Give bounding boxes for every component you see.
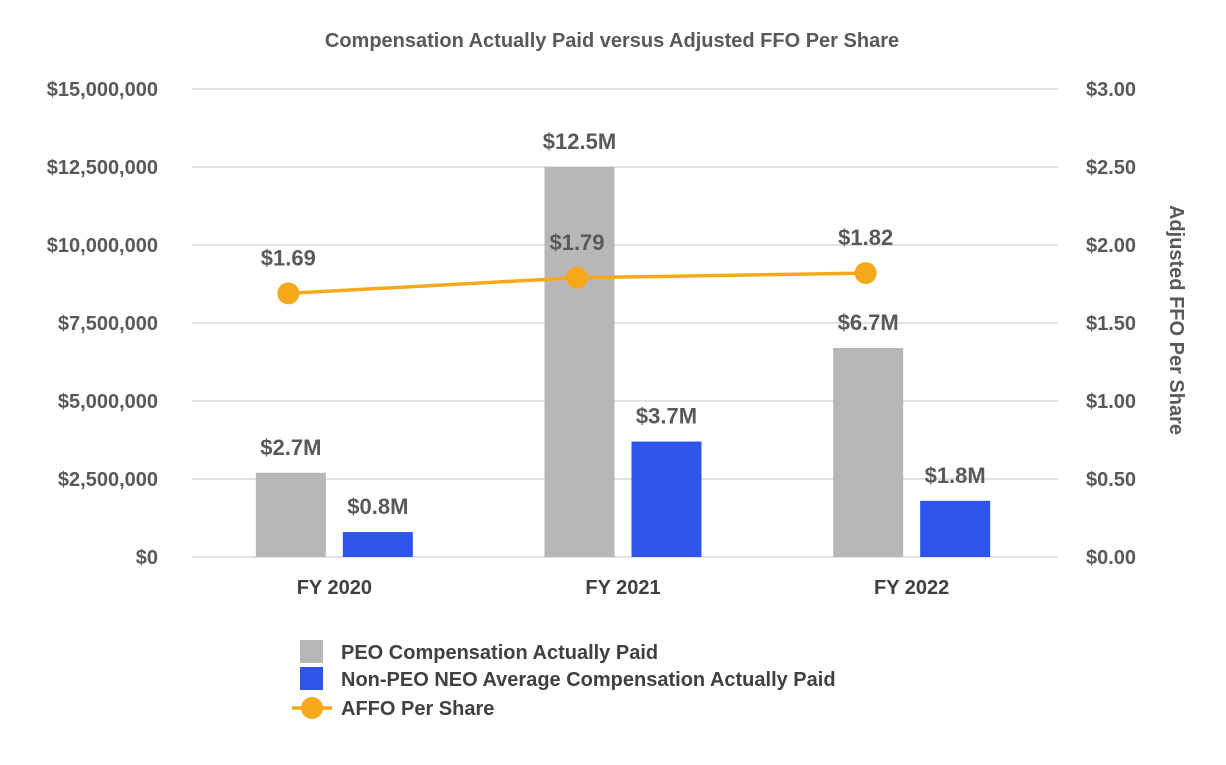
left-tick-label: $7,500,000 [58, 313, 158, 335]
left-tick-label: $10,000,000 [47, 235, 158, 257]
bar-data-label: $0.8M [347, 494, 408, 519]
legend-label: Non-PEO NEO Average Compensation Actuall… [341, 669, 836, 691]
line-data-label: $1.69 [261, 245, 316, 270]
line-point [566, 266, 588, 289]
category-label: FY 2020 [297, 577, 372, 599]
line-point [277, 282, 300, 305]
category-label: FY 2022 [874, 577, 949, 599]
category-labels: FY 2020 FY 2021 FY 2022 [297, 577, 950, 599]
bar-data-label: $3.7M [636, 404, 697, 429]
left-tick-label: $0 [136, 547, 158, 569]
legend-marker [301, 697, 323, 719]
bar [544, 167, 615, 557]
bar [631, 441, 702, 557]
bar-data-label: $1.8M [925, 463, 986, 488]
right-tick-label: $0.00 [1086, 547, 1136, 569]
bar [255, 472, 326, 557]
line-data-label: $1.79 [549, 230, 604, 255]
left-axis-ticks: $0 $2,500,000 $5,000,000 $7,500,000 $10,000,… [47, 79, 158, 569]
category-label: FY 2021 [585, 577, 660, 599]
bar-data-label: $2.7M [260, 435, 321, 460]
right-tick-label: $3.00 [1086, 79, 1136, 101]
legend: PEO Compensation Actually Paid Non-PEO NE… [292, 640, 836, 720]
chart-title: Compensation Actually Paid versus Adjust… [325, 30, 899, 52]
right-tick-label: $0.50 [1086, 469, 1136, 491]
line-data-label: $1.82 [838, 225, 893, 250]
right-axis-ticks: $0.00 $0.50 $1.00 $1.50 $2.00 $2.50 $3.00 [1086, 79, 1136, 569]
left-tick-label: $12,500,000 [47, 157, 158, 179]
right-tick-label: $1.00 [1086, 391, 1136, 413]
bar [920, 500, 991, 557]
right-tick-label: $2.00 [1086, 235, 1136, 257]
bar [833, 347, 904, 557]
legend-label: AFFO Per Share [341, 698, 494, 720]
right-tick-label: $2.50 [1086, 157, 1136, 179]
left-tick-label: $5,000,000 [58, 391, 158, 413]
bar-data-label: $6.7M [838, 310, 899, 335]
bar [342, 532, 413, 557]
line-point [854, 262, 877, 285]
gridlines [192, 88, 1058, 558]
bar-data-label: $12.5M [543, 129, 616, 154]
right-tick-label: $1.50 [1086, 313, 1136, 335]
legend-label: PEO Compensation Actually Paid [341, 642, 658, 664]
affo-line: $1.69 $1.79 $1.82 [261, 225, 893, 305]
left-tick-label: $15,000,000 [47, 79, 158, 101]
right-axis-title: Adjusted FFO Per Share [1165, 205, 1187, 435]
legend-swatch [300, 667, 323, 690]
bars: $2.7M $12.5M $6.7M $0.8M $3.7M $1.8M [255, 129, 991, 557]
legend-swatch [300, 640, 323, 663]
left-tick-label: $2,500,000 [58, 469, 158, 491]
